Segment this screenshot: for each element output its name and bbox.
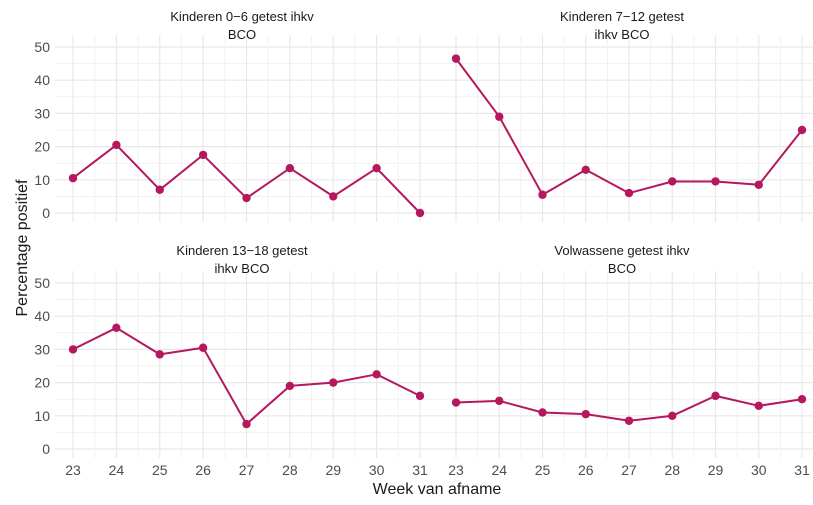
y-tick-label: 50 — [34, 39, 50, 55]
x-tick-label: 31 — [794, 462, 810, 478]
data-point — [495, 112, 504, 121]
data-point — [797, 125, 807, 135]
y-tick-label: 30 — [34, 341, 50, 357]
facet-panel-3: Kinderen 13−18 getest ihkv BCO 0 10 20 30 40 50… — [34, 243, 438, 478]
x-tick-label: 23 — [448, 462, 464, 478]
x-tick-label: 27 — [621, 462, 637, 478]
y-tick-label: 10 — [34, 172, 50, 188]
y-tick-label: 40 — [34, 308, 50, 324]
data-point — [754, 180, 763, 189]
y-axis-label: Percentage positief — [14, 179, 31, 317]
data-point — [372, 370, 381, 379]
x-tick-label: 29 — [708, 462, 724, 478]
data-point — [624, 416, 634, 425]
data-point — [415, 208, 425, 218]
y-tick-label: 30 — [34, 105, 50, 121]
facet-panel-1: Kinderen 0−6 getest ihkv BCO 0 10 20 30 40 50 — [34, 9, 438, 222]
facet-panel-2: Kinderen 7−12 getest ihkv BCO — [438, 9, 813, 222]
x-tick-label: 26 — [578, 462, 594, 478]
y-tick-label: 20 — [34, 139, 50, 155]
data-point — [415, 391, 425, 401]
facet-panel-4: Volwassene getest ihkv BCO 23 24 25 26 27 28 29 3… — [438, 243, 813, 478]
facet-title-line-2: ihkv BCO — [215, 261, 270, 276]
y-tick-label: 40 — [34, 72, 50, 88]
data-point — [112, 140, 121, 150]
facet-title-line-1: Kinderen 13−18 getest — [176, 243, 308, 258]
x-tick-label: 28 — [664, 462, 680, 478]
y-tick-label: 10 — [34, 408, 50, 424]
facet-title-line-2: ihkv BCO — [595, 27, 650, 42]
facet-title-line-2: BCO — [608, 261, 636, 276]
data-point — [754, 401, 763, 411]
y-tick-label: 0 — [42, 205, 50, 221]
data-point — [329, 192, 338, 201]
x-tick-label: 24 — [491, 462, 507, 478]
x-tick-label: 31 — [412, 462, 428, 478]
data-point — [668, 411, 677, 420]
x-tick-label: 27 — [239, 462, 255, 478]
x-tick-label: 26 — [195, 462, 211, 478]
data-point — [68, 173, 78, 183]
data-point — [329, 378, 338, 387]
x-tick-label: 23 — [65, 462, 81, 478]
y-tick-label: 0 — [42, 441, 50, 457]
data-point — [538, 190, 547, 199]
data-point — [668, 177, 677, 186]
y-tick-label: 20 — [34, 375, 50, 391]
data-point — [285, 163, 295, 173]
data-point — [581, 165, 590, 175]
data-point — [155, 185, 164, 194]
data-point — [68, 345, 78, 354]
data-point — [242, 419, 251, 429]
data-point — [495, 396, 504, 406]
data-point — [451, 398, 461, 407]
data-point — [372, 163, 381, 173]
facet-title-line-1: Volwassene getest ihkv — [554, 243, 690, 258]
x-tick-label: 24 — [109, 462, 125, 478]
data-point — [242, 193, 251, 203]
facet-title-line-1: Kinderen 0−6 getest ihkv — [170, 9, 314, 24]
x-tick-label: 25 — [152, 462, 168, 478]
data-point — [285, 381, 295, 391]
data-point — [797, 395, 807, 404]
x-tick-label: 30 — [751, 462, 767, 478]
data-point — [155, 350, 164, 359]
data-point — [198, 150, 208, 160]
x-tick-label: 25 — [535, 462, 551, 478]
x-tick-label: 28 — [282, 462, 298, 478]
data-point — [581, 409, 590, 419]
data-point — [538, 408, 547, 417]
data-point — [624, 188, 634, 198]
data-point — [198, 343, 208, 352]
x-axis-label: Week van afname — [373, 481, 502, 498]
facet-title-line-1: Kinderen 7−12 getest — [560, 9, 684, 24]
data-point — [112, 323, 121, 333]
data-point — [451, 54, 461, 63]
x-tick-label: 29 — [325, 462, 341, 478]
data-point — [711, 391, 720, 401]
y-tick-label: 50 — [34, 275, 50, 291]
x-tick-label: 30 — [369, 462, 385, 478]
facet-title-line-2: BCO — [228, 27, 256, 42]
data-point — [711, 177, 720, 186]
